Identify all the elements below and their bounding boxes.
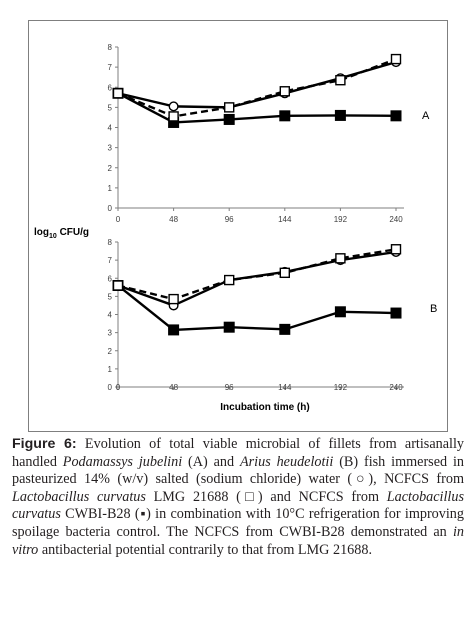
y-tick-label-a: 8 xyxy=(108,43,113,52)
y-tick-label-a: 7 xyxy=(108,63,113,72)
x-tick-label-b: 0 xyxy=(116,383,121,392)
y-tick-label-b: 5 xyxy=(108,292,113,301)
series-line-filled-square-a xyxy=(117,92,397,124)
y-tick-label-a: 1 xyxy=(108,184,113,193)
point-filled-square-b xyxy=(334,306,346,318)
point-filled-square-b xyxy=(223,321,235,333)
y-tick-label-a: 2 xyxy=(108,164,113,173)
y-tick-label-a: 4 xyxy=(108,124,113,133)
point-open-square-b xyxy=(279,267,290,279)
x-tick-label-b: 144 xyxy=(278,383,292,392)
caption-in-vitro: in vitro xyxy=(12,523,464,558)
point-open-square-a xyxy=(168,111,179,122)
point-open-square-a xyxy=(390,53,402,65)
y-tick-label-a: 3 xyxy=(108,144,113,153)
y-tick-label-b: 8 xyxy=(108,238,113,247)
series-line-open-circle-a xyxy=(117,60,397,109)
y-tick-label-b: 4 xyxy=(108,311,113,320)
point-open-square-a xyxy=(335,75,346,86)
x-tick-label-a: 96 xyxy=(225,215,234,224)
caption-lead: Figure 6: xyxy=(12,436,77,452)
point-filled-square-a xyxy=(390,110,402,122)
caption-species-1: Podamassys jubelini xyxy=(62,453,183,470)
x-tick-label-b: 48 xyxy=(169,383,178,392)
point-filled-square-b xyxy=(168,324,180,336)
y-tick-label-a: 5 xyxy=(108,103,113,112)
x-tick-label-a: 144 xyxy=(278,215,292,224)
caption-species-2: Arius heudelotii xyxy=(239,453,334,470)
point-open-square-a xyxy=(223,102,235,113)
caption-text-4: LMG 21688 (□) and NCFCS from xyxy=(145,488,387,505)
x-axis-title: Incubation time (h) xyxy=(220,402,309,413)
series-line-open-circle-b xyxy=(117,250,397,307)
x-tick-label-a: 48 xyxy=(169,215,178,224)
x-tick-label-b: 192 xyxy=(334,383,348,392)
x-tick-label-b: 96 xyxy=(225,383,234,392)
y-tick-label-b: 0 xyxy=(108,383,113,392)
y-axis-title-subscript: 10 xyxy=(49,233,57,240)
panel-label-a: A xyxy=(422,110,430,122)
point-open-square-b xyxy=(112,280,124,291)
y-tick-label-b: 6 xyxy=(108,274,113,283)
point-open-square-b xyxy=(390,244,402,255)
y-tick-label-b: 3 xyxy=(108,329,113,338)
y-tick-label-b: 7 xyxy=(108,256,113,265)
panel-label-b: B xyxy=(430,303,437,315)
caption-species-4: Lactobacillus curvatus xyxy=(12,488,464,523)
point-filled-square-b xyxy=(279,323,291,335)
point-open-square-b xyxy=(335,253,346,264)
x-tick-label-a: 192 xyxy=(334,215,348,224)
point-open-square-b xyxy=(168,293,179,305)
caption-text-1: Evolution of total viable microbial of f… xyxy=(12,436,464,470)
figure-caption: Figure 6: Evolution of total viable micr… xyxy=(12,436,464,559)
caption-species-3: Lactobacillus curvatus xyxy=(12,488,146,505)
point-open-square-a xyxy=(279,86,290,97)
y-axis-title-prefix: log xyxy=(34,227,49,238)
caption-text-3: (B) fish immersed in pasteurized 14% (w/… xyxy=(12,453,464,488)
series-line-filled-square-b xyxy=(117,284,397,332)
x-tick-label-a: 0 xyxy=(116,215,121,224)
x-tick-label-b: 240 xyxy=(389,383,403,392)
y-tick-label-a: 6 xyxy=(108,83,113,92)
point-filled-square-a xyxy=(223,113,235,125)
series-line-open-square-a xyxy=(117,57,397,118)
y-tick-label-b: 1 xyxy=(108,365,113,374)
chart-frame xyxy=(28,20,448,432)
chart-panel-a: 0 1 2 3 4 5 6 7 8 0 48 96 144 192 240 A xyxy=(108,43,430,224)
point-filled-square-a xyxy=(279,110,291,122)
x-tick-label-a: 240 xyxy=(389,215,403,224)
y-tick-label-b: 2 xyxy=(108,347,113,356)
point-filled-square-b xyxy=(390,307,402,319)
y-axis-title-suffix: CFU/g xyxy=(57,227,89,238)
y-tick-label-a: 0 xyxy=(108,204,113,213)
point-open-square-a xyxy=(112,88,124,99)
y-axis-title: log10 CFU/g xyxy=(34,227,89,240)
caption-text-6: antibacterial potential contrarily to th… xyxy=(38,541,372,558)
caption-text-5: CWBI-B28 (▪) in combination with 10°C re… xyxy=(12,506,464,540)
caption-text-2: (A) and xyxy=(182,453,240,470)
series-line-open-square-b xyxy=(117,248,397,301)
point-open-square-b xyxy=(223,274,235,286)
point-open-circle-a xyxy=(168,101,179,112)
point-filled-square-a xyxy=(334,109,346,121)
